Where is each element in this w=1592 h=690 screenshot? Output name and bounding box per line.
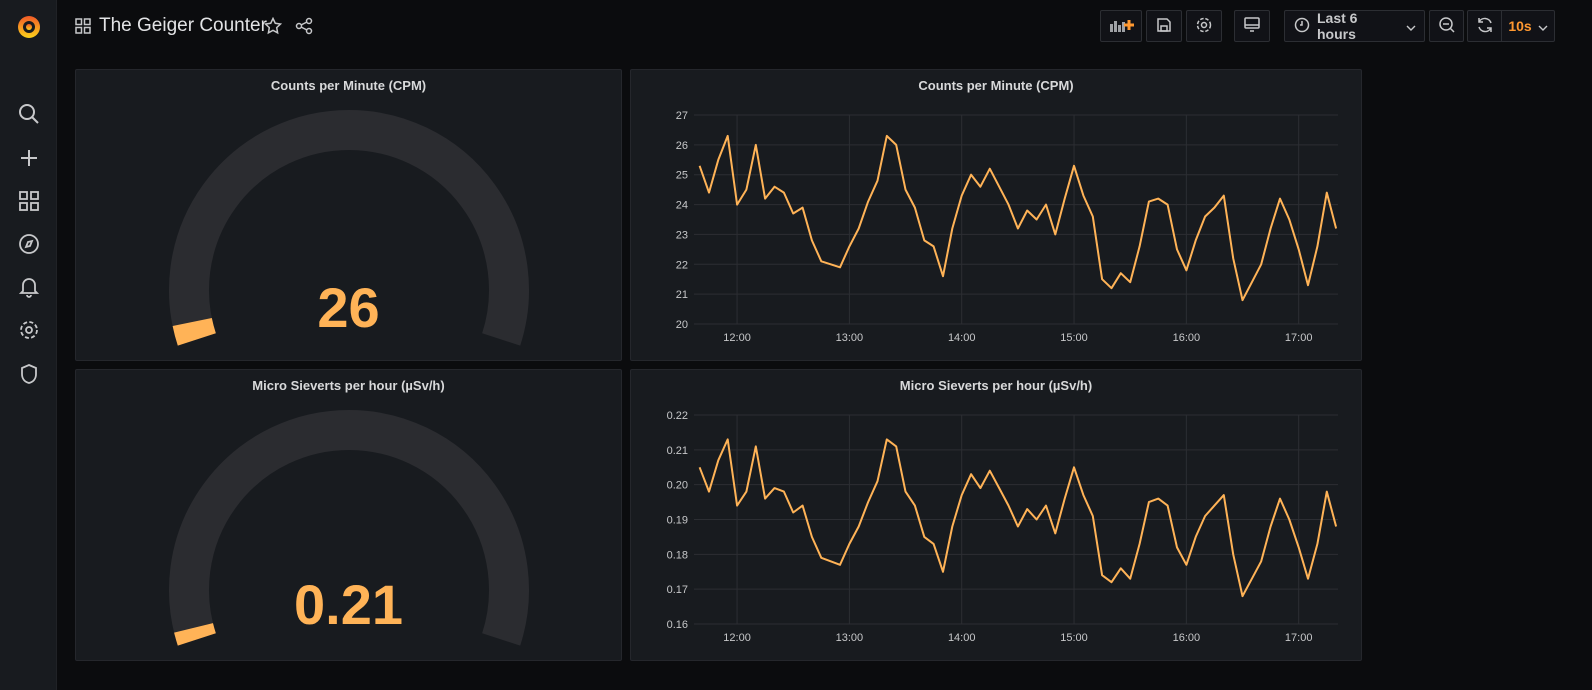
shield-icon[interactable]	[17, 362, 41, 386]
explore-icon[interactable]	[17, 232, 41, 256]
y-tick-label: 27	[676, 110, 688, 122]
top-bar: The Geiger Counter Last 6 hours 10s	[57, 0, 1592, 55]
time-range-picker[interactable]: Last 6 hours	[1284, 10, 1425, 42]
clock-icon	[1294, 17, 1310, 36]
timeseries-chart: 20 21 22 23 24 25 26 27 12:00 13:00 14:00 15:00 16:0…	[676, 110, 1338, 344]
chevron-down-icon	[1406, 18, 1416, 34]
x-tick-label: 12:00	[723, 632, 751, 644]
y-tick-label: 0.21	[667, 445, 688, 457]
panel-title[interactable]: Micro Sieverts per hour (µSv/h)	[899, 378, 1093, 393]
time-range-label: Last 6 hours	[1317, 10, 1358, 42]
x-tick-label: 14:00	[948, 632, 976, 644]
x-tick-label: 16:00	[1173, 332, 1201, 344]
refresh-icon	[1476, 16, 1494, 37]
gauge	[169, 110, 529, 346]
x-tick-label: 12:00	[723, 332, 751, 344]
alert-bell-icon[interactable]	[17, 275, 41, 299]
chevron-down-icon	[1538, 18, 1548, 34]
usv-gauge-panel: Micro Sieverts per hour (µSv/h) 0.21	[75, 369, 622, 661]
series-line	[698, 438, 1338, 598]
zoom-out-button[interactable]	[1429, 10, 1464, 42]
refresh-interval-label: 10s	[1508, 18, 1532, 34]
y-tick-label: 25	[676, 170, 688, 182]
y-tick-label: 0.19	[667, 515, 688, 527]
y-tick-label: 23	[676, 229, 688, 241]
panel-title[interactable]: Micro Sieverts per hour (µSv/h)	[252, 378, 445, 393]
dashboards-icon[interactable]	[17, 189, 41, 213]
usv-timeseries-panel: Micro Sieverts per hour (µSv/h) 0.16 0.17…	[630, 369, 1362, 661]
refresh-button[interactable]	[1467, 10, 1502, 42]
panel-title[interactable]: Counts per Minute (CPM)	[270, 78, 427, 93]
tv-mode-button[interactable]	[1234, 10, 1270, 42]
dashboard-title[interactable]: The Geiger Counter	[99, 15, 267, 36]
zoom-out-icon	[1438, 16, 1456, 37]
x-tick-label: 17:00	[1285, 332, 1313, 344]
y-tick-label: 22	[676, 259, 688, 271]
timeseries-chart: 0.16 0.17 0.18 0.19 0.20 0.21 0.22 12:00 13:00 14…	[667, 410, 1338, 644]
x-tick-label: 15:00	[1060, 632, 1088, 644]
gauge-track	[169, 110, 529, 346]
y-tick-label: 20	[676, 319, 688, 331]
search-icon[interactable]	[17, 102, 41, 126]
y-tick-label: 26	[676, 140, 688, 152]
gauge	[169, 410, 529, 646]
cpm-timeseries-panel: Counts per Minute (CPM) 20 21 22 23 24 25 26 27…	[630, 69, 1362, 361]
refresh-interval-picker[interactable]: 10s	[1501, 10, 1555, 42]
save-icon	[1156, 17, 1172, 36]
x-tick-label: 16:00	[1173, 632, 1201, 644]
y-tick-label: 24	[676, 200, 688, 212]
y-tick-label: 21	[676, 289, 688, 301]
x-tick-label: 15:00	[1060, 332, 1088, 344]
x-tick-label: 13:00	[836, 332, 864, 344]
dashboard-grid-icon	[75, 18, 91, 39]
y-tick-label: 0.22	[667, 410, 688, 422]
star-icon[interactable]	[263, 16, 283, 40]
add-panel-icon	[1108, 17, 1134, 36]
sidebar	[0, 0, 57, 690]
y-tick-label: 0.18	[667, 549, 688, 561]
x-tick-label: 17:00	[1285, 632, 1313, 644]
grafana-logo-icon[interactable]	[14, 12, 44, 42]
save-dashboard-button[interactable]	[1146, 10, 1182, 42]
share-icon[interactable]	[295, 17, 313, 40]
y-tick-label: 0.16	[667, 619, 688, 631]
gauge-fill	[174, 622, 216, 646]
gear-icon[interactable]	[17, 318, 41, 342]
gauge-value: 0.21	[294, 573, 403, 636]
gauge-fill	[172, 317, 216, 346]
panel-title[interactable]: Counts per Minute (CPM)	[918, 78, 1074, 93]
plus-icon[interactable]	[17, 146, 41, 170]
add-panel-button[interactable]	[1100, 10, 1142, 42]
gauge-value: 26	[317, 276, 380, 339]
y-tick-label: 0.20	[667, 480, 688, 492]
gauge-track	[169, 410, 529, 646]
cpm-gauge-panel: Counts per Minute (CPM) 26	[75, 69, 622, 361]
gear-icon	[1195, 16, 1213, 37]
y-tick-label: 0.17	[667, 584, 688, 596]
x-tick-label: 14:00	[948, 332, 976, 344]
x-tick-label: 13:00	[836, 632, 864, 644]
series-line	[698, 134, 1338, 302]
monitor-icon	[1243, 16, 1261, 37]
dashboard-settings-button[interactable]	[1186, 10, 1222, 42]
